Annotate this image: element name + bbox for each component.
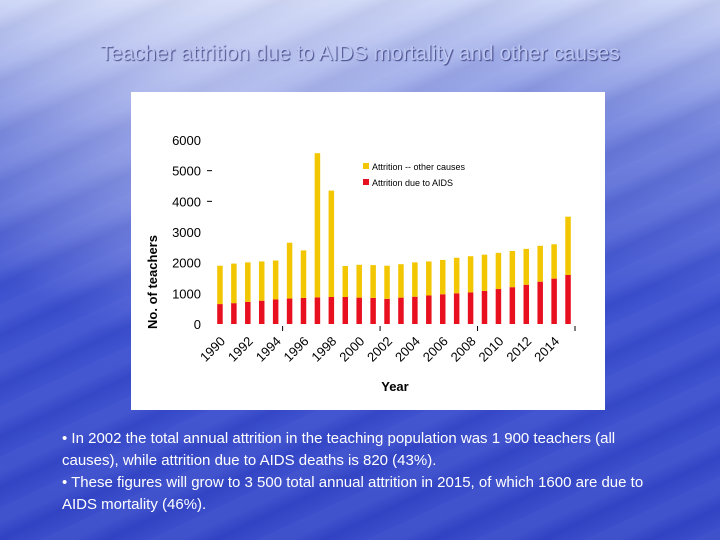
x-tick-label: 2012 [503, 334, 534, 365]
chart-panel: 0 1000 2000 3000 4000 5000 6000 1990 1992 1994 19… [131, 92, 605, 410]
x-tick-label: 2008 [448, 334, 479, 365]
bar-aids-1996 [300, 297, 307, 324]
y-tick-label: 3000 [172, 225, 201, 240]
bar-aids-1998 [328, 297, 335, 324]
bar-other-2003 [398, 264, 404, 298]
bar-aids-2004 [412, 296, 418, 324]
x-tick-label: 2004 [392, 334, 423, 365]
x-axis-title: Year [381, 379, 408, 394]
bar-other-2013 [537, 245, 543, 282]
x-tick-label: 2006 [420, 334, 451, 365]
bar-aids-2002 [384, 298, 390, 324]
bar-aids-2013 [537, 281, 543, 324]
x-tick-label: 2014 [531, 334, 562, 365]
legend-swatch-other [363, 163, 369, 169]
bar-aids-1995 [286, 298, 293, 324]
bar-aids-2010 [495, 289, 502, 324]
bar-other-2000 [356, 264, 362, 298]
bar-other-1992 [245, 262, 251, 302]
y-tick-label: 0 [194, 317, 201, 332]
x-tick-label: 1990 [197, 334, 228, 365]
bar-other-2005 [426, 261, 432, 296]
bar-aids-1992 [245, 301, 251, 324]
bar-aids-2009 [481, 290, 488, 324]
bar-aids-1999 [342, 297, 349, 324]
bar-aids-2015 [565, 274, 571, 324]
y-axis-ticks: 0 1000 2000 3000 4000 5000 6000 [172, 133, 212, 332]
bar-aids-2007 [453, 293, 460, 324]
bar-aids-2012 [523, 284, 530, 324]
bar-aids-2006 [439, 294, 446, 324]
bar-other-2002 [384, 265, 390, 299]
bar-other-1991 [231, 263, 237, 304]
bar-other-2009 [481, 254, 488, 291]
legend-label-aids: Attrition due to AIDS [372, 178, 453, 188]
y-tick-label: 1000 [172, 286, 201, 301]
bar-aids-2003 [398, 297, 404, 324]
bar-other-1996 [300, 250, 307, 298]
x-tick-label: 2000 [336, 334, 367, 365]
y-axis-title: No. of teachers [145, 235, 160, 329]
bar-aids-2011 [509, 287, 516, 324]
y-tick-label: 2000 [172, 256, 201, 271]
bar-other-1993 [258, 261, 265, 301]
x-tick-label: 1994 [253, 334, 284, 365]
bar-aids-2008 [467, 292, 474, 324]
bar-other-2011 [509, 251, 516, 288]
x-tick-label: 2002 [364, 334, 395, 365]
bar-aids-2005 [426, 295, 432, 324]
notes-text: • In 2002 the total annual attrition in … [62, 428, 662, 516]
x-tick-label: 2010 [475, 334, 506, 365]
bar-other-1997 [314, 153, 321, 298]
bar-other-1990 [217, 265, 223, 305]
chart-bars [217, 153, 571, 324]
y-tick-label: 5000 [172, 164, 201, 179]
bar-other-2006 [439, 259, 446, 295]
bar-aids-1994 [272, 299, 279, 324]
x-tick-label: 1996 [281, 334, 312, 365]
bar-other-2004 [412, 262, 418, 297]
bar-other-1999 [342, 266, 349, 298]
note-line-2: • These figures will grow to 3 500 total… [62, 474, 644, 513]
note-line-1: • In 2002 the total annual attrition in … [62, 430, 616, 469]
bar-other-1998 [328, 190, 335, 298]
bar-aids-2000 [356, 297, 362, 324]
bar-aids-1991 [231, 303, 237, 324]
bar-other-2010 [495, 252, 502, 290]
bar-other-2008 [467, 256, 474, 293]
legend-swatch-aids [363, 179, 369, 185]
slide-title: Teacher attrition due to AIDS mortality … [100, 42, 620, 65]
bar-aids-2014 [551, 278, 557, 324]
bar-aids-2001 [370, 297, 376, 324]
bar-other-2007 [453, 257, 460, 294]
bar-aids-1997 [314, 297, 321, 324]
chart-legend: Attrition -- other causes Attrition due … [363, 162, 466, 188]
y-tick-label: 4000 [172, 194, 201, 209]
bar-other-2012 [523, 248, 530, 285]
x-tick-label: 1992 [225, 334, 256, 365]
bar-aids-1993 [258, 300, 265, 324]
x-axis-ticks: 1990199219941996199820002002200420062008… [197, 326, 576, 365]
y-tick-label: 6000 [172, 133, 201, 148]
bar-other-2015 [565, 216, 571, 275]
legend-label-other: Attrition -- other causes [372, 162, 466, 172]
bar-aids-1990 [217, 304, 223, 324]
bar-other-2014 [551, 244, 557, 279]
bar-other-1995 [286, 242, 293, 299]
bar-other-1994 [272, 260, 279, 300]
bar-other-2001 [370, 265, 376, 298]
x-tick-label: 1998 [308, 334, 339, 365]
